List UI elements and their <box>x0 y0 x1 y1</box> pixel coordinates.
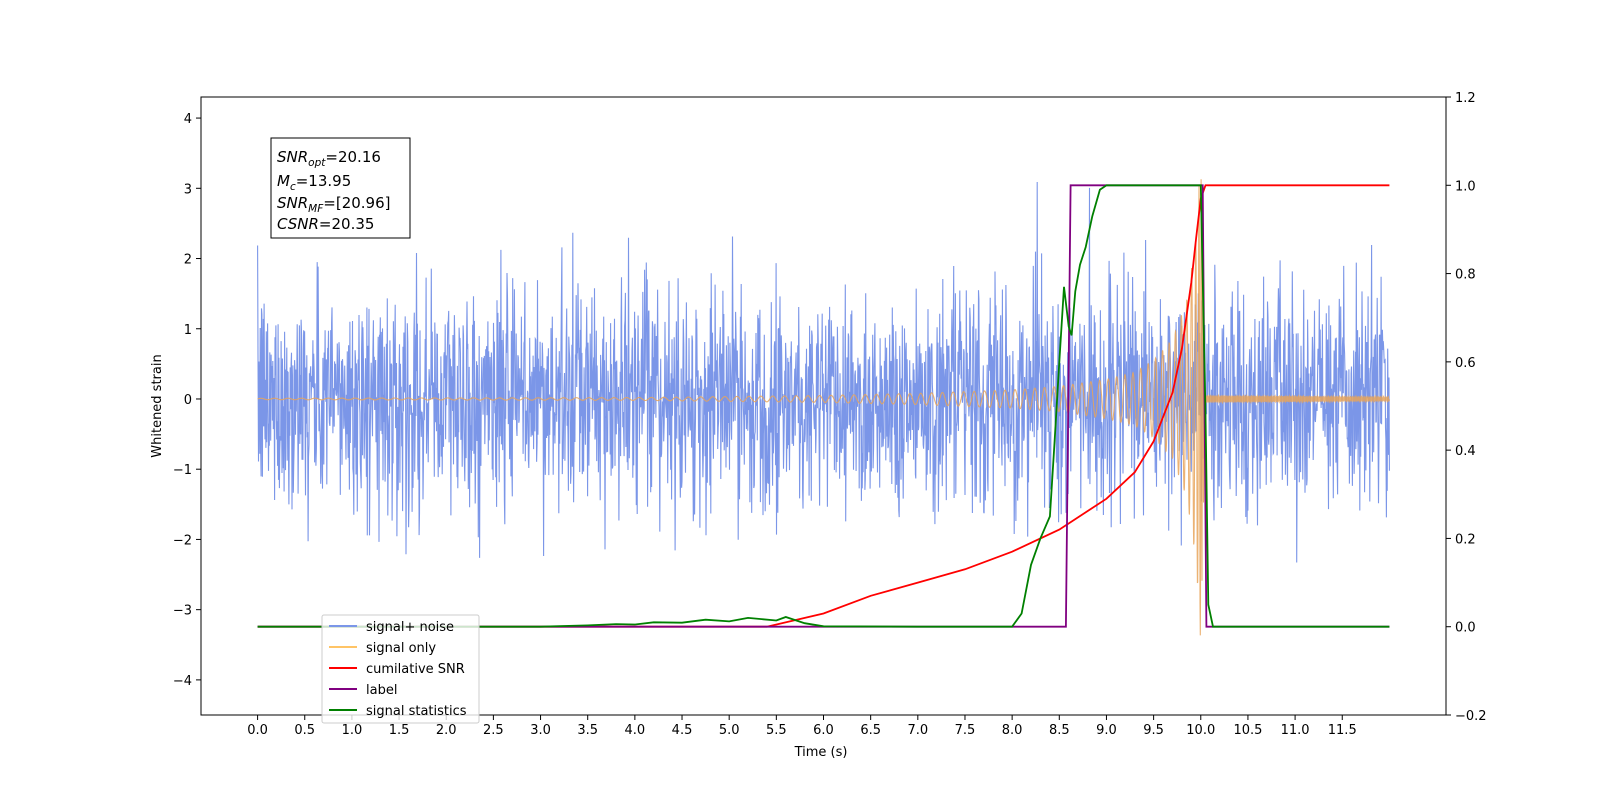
info-chirp-mass: Mc=13.95 <box>277 172 351 193</box>
y-right-tick-label: 0.4 <box>1455 444 1476 459</box>
x-tick-label: 3.0 <box>530 723 551 738</box>
y-right-tick-label: 0.8 <box>1455 268 1476 283</box>
x-axis: 0.0 0.5 1.0 1.5 2.0 2.5 3.0 3.5 4.0 4.5 5.0 5.5 6.0 6… <box>247 715 1357 738</box>
y-left-tick-label: 2 <box>184 253 192 268</box>
x-tick-label: 6.5 <box>860 723 881 738</box>
series-signal-only <box>257 179 1390 636</box>
legend-label: signal+ noise <box>366 620 454 635</box>
legend-label: label <box>366 683 397 698</box>
x-tick-label: 6.0 <box>813 723 834 738</box>
x-tick-label: 4.5 <box>672 723 693 738</box>
x-tick-label: 3.5 <box>577 723 598 738</box>
x-tick-label: 7.0 <box>907 723 928 738</box>
info-snr-opt: SNRopt=20.16 <box>277 148 381 169</box>
y-right-tick-label: 0.2 <box>1455 532 1476 547</box>
y-right-tick-label: 1.0 <box>1455 179 1476 194</box>
y-right-tick-label: 0.0 <box>1455 621 1476 636</box>
y-left-tick-label: 0 <box>184 393 192 408</box>
series-signal-noise <box>257 181 1390 563</box>
y-axis-right: −0.2 0.0 0.2 0.4 0.6 0.8 1.0 1.2 <box>1446 91 1487 724</box>
x-tick-label: 5.0 <box>719 723 740 738</box>
series-layer <box>257 179 1390 636</box>
x-tick-label: 10.0 <box>1186 723 1215 738</box>
y-left-tick-label: −4 <box>173 674 192 689</box>
y-axis-left: −4 −3 −2 −1 0 1 2 3 4 <box>173 112 201 689</box>
series-cumulative-snr <box>257 184 1390 628</box>
y-left-tick-label: −3 <box>173 604 192 619</box>
x-tick-label: 11.0 <box>1281 723 1310 738</box>
legend-label: signal only <box>366 641 436 656</box>
x-tick-label: 0.0 <box>247 723 268 738</box>
legend-box <box>321 614 480 724</box>
x-tick-label: 1.5 <box>389 723 410 738</box>
x-tick-label: 9.0 <box>1096 723 1117 738</box>
x-tick-label: 2.5 <box>483 723 504 738</box>
x-tick-label: 5.5 <box>766 723 787 738</box>
x-tick-label: 8.0 <box>1002 723 1023 738</box>
info-csnr: CSNR=20.35 <box>277 215 374 233</box>
legend-label: cumilative SNR <box>366 662 465 677</box>
info-box: SNRopt=20.16 Mc=13.95 SNRMF=[20.96] CSNR… <box>270 137 411 239</box>
legend: signal+ noise signal only cumilative SNR la… <box>321 614 480 724</box>
y-left-tick-label: −2 <box>173 533 192 548</box>
x-tick-label: 11.5 <box>1328 723 1357 738</box>
y-right-tick-label: 0.6 <box>1455 356 1476 371</box>
y-right-tick-label: 1.2 <box>1455 91 1476 106</box>
legend-label: signal statistics <box>366 704 467 719</box>
series-signal-statistics <box>257 184 1390 628</box>
x-tick-label: 7.5 <box>955 723 976 738</box>
y-left-tick-label: 1 <box>184 323 192 338</box>
y-left-tick-label: 4 <box>184 112 192 127</box>
x-tick-label: 1.0 <box>342 723 363 738</box>
x-tick-label: 2.0 <box>436 723 457 738</box>
y-left-tick-label: 3 <box>184 182 192 197</box>
x-axis-label: Time (s) <box>794 745 848 760</box>
x-tick-label: 0.5 <box>294 723 315 738</box>
x-tick-label: 10.5 <box>1233 723 1262 738</box>
info-snr-mf: SNRMF=[20.96] <box>277 194 391 215</box>
x-tick-label: 4.0 <box>625 723 646 738</box>
y-axis-label: Whitened strain <box>150 354 165 457</box>
x-tick-label: 9.5 <box>1143 723 1164 738</box>
y-right-tick-label: −0.2 <box>1455 709 1487 724</box>
y-left-tick-label: −1 <box>173 463 192 478</box>
x-tick-label: 8.5 <box>1049 723 1070 738</box>
